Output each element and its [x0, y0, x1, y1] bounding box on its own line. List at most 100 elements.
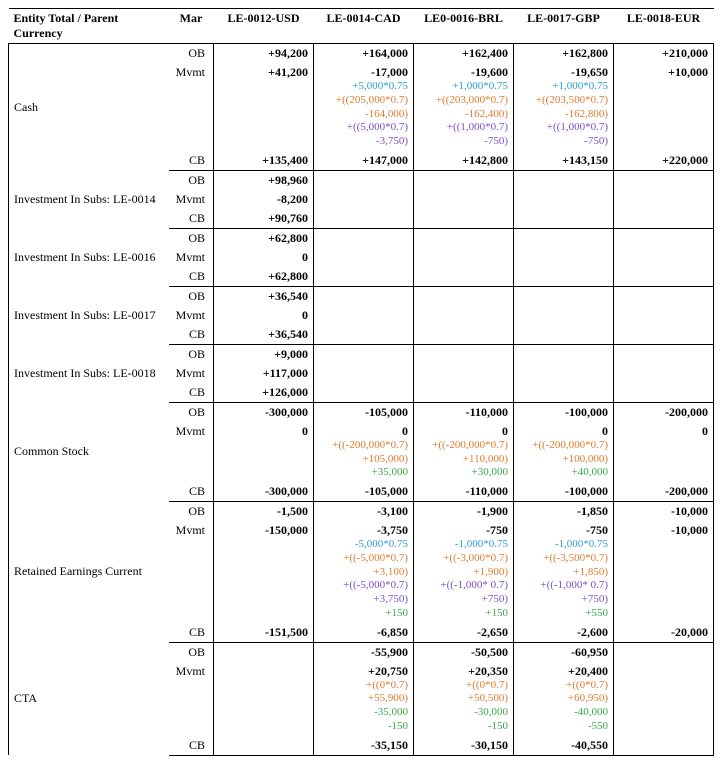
value-cell	[314, 364, 414, 383]
calc-line: +750)	[419, 593, 508, 607]
value-cell: -3,100	[314, 502, 414, 522]
value-cell: -100,000	[514, 482, 614, 502]
value-cell: -300,000	[214, 482, 314, 502]
account-label: Retained Earnings Current	[9, 502, 169, 643]
calc-line: -30,000	[419, 706, 508, 720]
calc-line: -164,000)	[319, 108, 408, 122]
calc-line: +5,000*0.75	[319, 80, 408, 94]
value-cell: -300,000	[214, 402, 314, 422]
value-cell: -150,000	[214, 521, 314, 623]
calc-line: +40,000	[519, 466, 608, 480]
value-cell: 0+((-200,000*0.7)+100,000)+40,000	[514, 422, 614, 482]
value-cell: +62,800	[214, 228, 314, 248]
row-label-cb: CB	[169, 623, 214, 643]
value-cell: +162,400	[414, 44, 514, 64]
value-cell: +20,750+((0*0.7)+55,900)-35,000-150	[314, 662, 414, 736]
calc-line: +((-3,000*0.7)	[419, 552, 508, 566]
calc-line: +((205,000*0.7)	[319, 94, 408, 108]
calc-line: -750)	[519, 135, 608, 149]
value-cell: -151,500	[214, 623, 314, 643]
value-cell: +162,800	[514, 44, 614, 64]
value-cell	[614, 736, 714, 756]
value-cell: -110,000	[414, 482, 514, 502]
value-cell	[514, 228, 614, 248]
value-cell: -105,000	[314, 402, 414, 422]
value-cell	[514, 209, 614, 229]
account-label: Cash	[9, 44, 169, 171]
row-label-mvmt: Mvmt	[169, 422, 214, 482]
calc-line: +55,900)	[319, 692, 408, 706]
entity-header: LE-0017-GBP	[514, 9, 614, 44]
value-cell: 0+((-200,000*0.7)+110,000)+30,000	[414, 422, 514, 482]
row-label-cb: CB	[169, 383, 214, 403]
calc-line: +35,000	[319, 466, 408, 480]
entity-header: LE-0012-USD	[214, 9, 314, 44]
value-cell: 0	[214, 422, 314, 482]
value-cell: -110,000	[414, 402, 514, 422]
value-cell: -1,500	[214, 502, 314, 522]
financial-table: Entity Total / Parent Currency Mar LE-00…	[8, 8, 714, 756]
value-cell: -1,900	[414, 502, 514, 522]
value-cell: +41,200	[214, 63, 314, 151]
value-cell	[514, 364, 614, 383]
value-cell: -30,150	[414, 736, 514, 756]
calc-line: +((0*0.7)	[319, 679, 408, 693]
account-label: Investment In Subs: LE-0018	[9, 344, 169, 402]
value-cell	[314, 383, 414, 403]
value-cell	[514, 170, 614, 190]
value-cell: -200,000	[614, 402, 714, 422]
row-label-ob: OB	[169, 170, 214, 190]
value-cell: +142,800	[414, 151, 514, 171]
entity-header: LE-0014-CAD	[314, 9, 414, 44]
value-cell: -750-1,000*0.75+((-3,500*0.7)+1,850)+((-…	[514, 521, 614, 623]
value-cell	[614, 228, 714, 248]
value-cell: -750-1,000*0.75+((-3,000*0.7)+1,900)+((-…	[414, 521, 514, 623]
value-cell	[214, 662, 314, 736]
calc-line: +1,850)	[519, 566, 608, 580]
value-cell: +20,350+((0*0.7)+50,500)-30,000-150	[414, 662, 514, 736]
calc-line: +((0*0.7)	[419, 679, 508, 693]
account-label: Common Stock	[9, 402, 169, 501]
value-cell	[314, 306, 414, 325]
calc-line: +((-200,000*0.7)	[419, 439, 508, 453]
row-label-mvmt: Mvmt	[169, 306, 214, 325]
calc-line: -35,000	[319, 706, 408, 720]
calc-line: -1,000*0.75	[519, 538, 608, 552]
value-cell: -19,600+1,000*0.75+((203,000*0.7)-162,40…	[414, 63, 514, 151]
account-label: Investment In Subs: LE-0017	[9, 286, 169, 344]
value-cell	[614, 662, 714, 736]
value-cell: +147,000	[314, 151, 414, 171]
value-cell: +10,000	[614, 63, 714, 151]
value-cell	[314, 286, 414, 306]
value-cell: +126,000	[214, 383, 314, 403]
calc-line: -1,000*0.75	[419, 538, 508, 552]
value-cell: +94,200	[214, 44, 314, 64]
calc-line: +((1,000*0.7)	[419, 121, 508, 135]
calc-line: -40,000	[519, 706, 608, 720]
value-cell	[214, 642, 314, 662]
row-label-ob: OB	[169, 44, 214, 64]
value-cell: +36,540	[214, 325, 314, 345]
value-cell: -35,150	[314, 736, 414, 756]
calc-line: -3,750)	[319, 135, 408, 149]
row-label-cb: CB	[169, 325, 214, 345]
value-cell	[414, 325, 514, 345]
calc-line: +3,100)	[319, 566, 408, 580]
title-cell: Entity Total / Parent Currency	[9, 9, 169, 44]
value-cell	[414, 364, 514, 383]
calc-line: +((1,000*0.7)	[519, 121, 608, 135]
value-cell	[414, 286, 514, 306]
value-cell	[514, 267, 614, 287]
calc-line: +1,000*0.75	[419, 80, 508, 94]
value-cell: +62,800	[214, 267, 314, 287]
row-label-ob: OB	[169, 402, 214, 422]
value-cell	[614, 383, 714, 403]
value-cell	[414, 344, 514, 364]
row-label-mvmt: Mvmt	[169, 364, 214, 383]
value-cell	[214, 736, 314, 756]
row-label-ob: OB	[169, 642, 214, 662]
value-cell	[514, 383, 614, 403]
calc-line: -162,800)	[519, 108, 608, 122]
value-cell: -3,750-5,000*0.75+((-5,000*0.7)+3,100)+(…	[314, 521, 414, 623]
value-cell: +164,000	[314, 44, 414, 64]
